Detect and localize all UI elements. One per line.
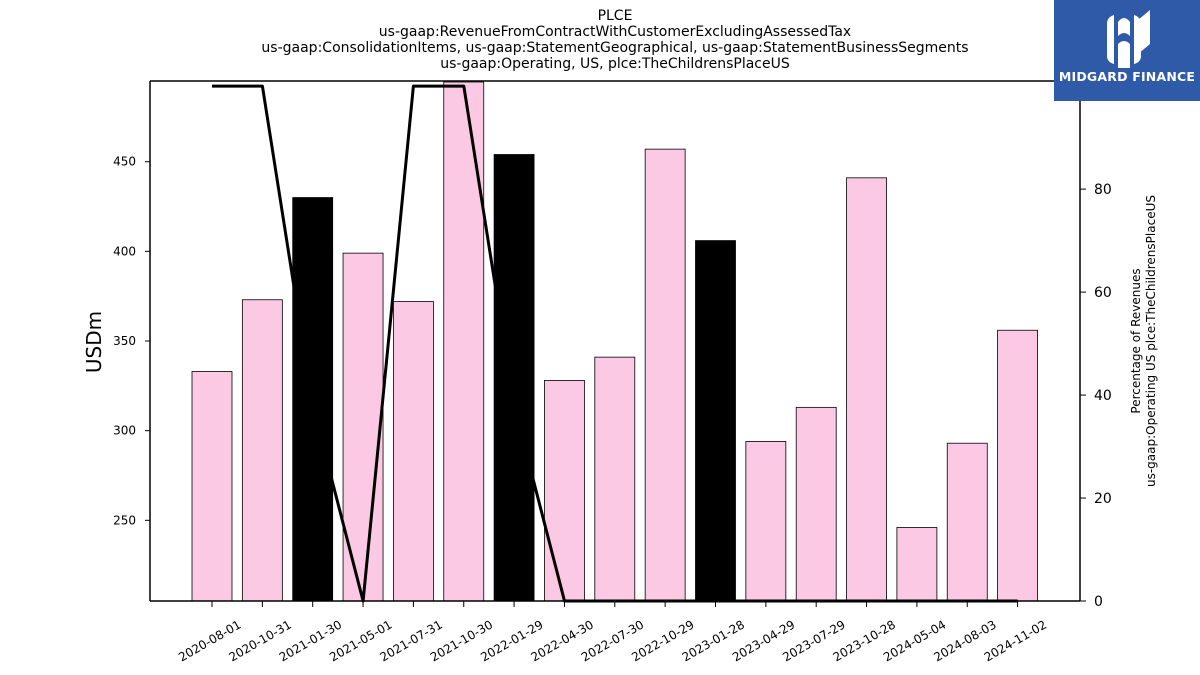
y2-tick-label: 60 xyxy=(1094,285,1112,301)
bar xyxy=(795,406,837,602)
y-axis-label: USDm xyxy=(82,311,106,373)
bar xyxy=(544,380,585,602)
bar xyxy=(695,240,736,602)
title-line: PLCE xyxy=(598,8,633,24)
bar xyxy=(443,81,485,602)
y-tick-label: 250 xyxy=(113,513,136,527)
right-axis-ticks: 020406080100 xyxy=(1080,79,1121,610)
right-axis-label: Percentage of Revenues us-gaap:Operating … xyxy=(1129,195,1158,487)
bar xyxy=(191,371,233,602)
y2-tick-label: 0 xyxy=(1094,594,1103,610)
y-tick-label: 400 xyxy=(113,244,136,258)
bar xyxy=(644,148,686,602)
y2-tick-label: 40 xyxy=(1094,388,1112,404)
bar xyxy=(342,252,384,602)
logo-mark-icon xyxy=(1107,10,1150,68)
bar xyxy=(241,299,283,602)
y-tick-label: 450 xyxy=(113,155,136,169)
bar xyxy=(594,356,636,602)
bar xyxy=(493,154,535,602)
bar xyxy=(997,329,1038,602)
x-axis-ticks: 2020-08-012020-10-312021-01-302021-05-01… xyxy=(176,601,1049,664)
left-axis-ticks: 250 300 350 400 450 xyxy=(113,155,150,527)
y2-tick-label: 80 xyxy=(1094,182,1112,198)
y-tick-label: 350 xyxy=(113,334,136,348)
title-line: us-gaap:ConsolidationItems, us-gaap:Stat… xyxy=(261,40,968,56)
bar xyxy=(896,527,938,602)
bar-series xyxy=(191,81,1038,602)
title-line: us-gaap:Operating, US, plce:TheChildrens… xyxy=(440,56,790,72)
bar xyxy=(392,301,434,602)
bar xyxy=(946,442,988,602)
chart-title: PLCEus-gaap:RevenueFromContractWithCusto… xyxy=(261,8,968,72)
y2-axis-label-line: us-gaap:Operating US plce:TheChildrensPl… xyxy=(1144,195,1158,487)
y-tick-label: 300 xyxy=(113,424,136,438)
y2-axis-label-line: Percentage of Revenues xyxy=(1129,268,1143,413)
logo-text: MIDGARD FINANCE xyxy=(1058,69,1196,84)
bar xyxy=(846,177,887,602)
y2-tick-label: 20 xyxy=(1094,491,1112,507)
bar xyxy=(745,441,787,602)
title-line: us-gaap:RevenueFromContractWithCustomerE… xyxy=(379,24,851,40)
midgard-finance-logo: MIDGARD FINANCE xyxy=(1054,0,1200,101)
